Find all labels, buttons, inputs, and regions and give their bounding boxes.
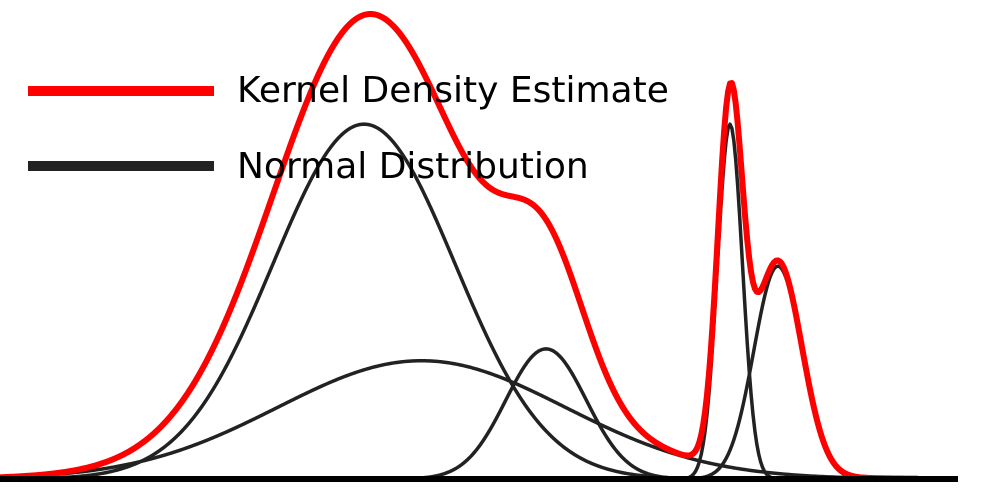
legend: Kernel Density Estimate Normal Distribut… <box>28 70 669 187</box>
series-line-normal-2 <box>0 358 920 481</box>
series-line-kde <box>0 11 921 482</box>
legend-label-normal: Normal Distribution <box>237 146 589 187</box>
series-line-normal-3 <box>0 347 920 481</box>
legend-label-kde: Kernel Density Estimate <box>237 70 669 111</box>
